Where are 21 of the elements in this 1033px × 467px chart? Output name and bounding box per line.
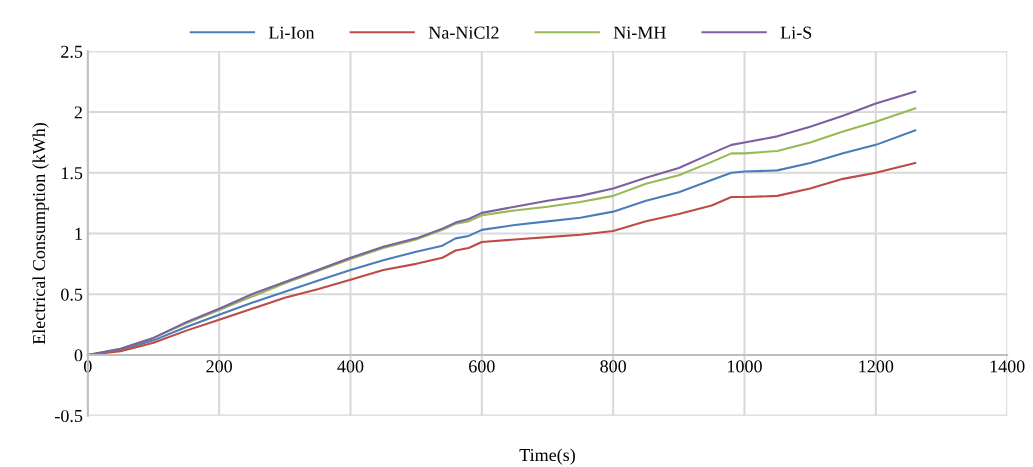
x-tick-label: 800: [600, 360, 627, 373]
x-axis-title: Time(s): [519, 448, 575, 465]
y-tick-label: 2: [74, 106, 82, 119]
x-tick-label: 1200: [859, 360, 894, 373]
y-axis-title: Electrical Consumption (kWh): [32, 122, 49, 345]
legend-label: Na-NiCl2: [428, 26, 499, 39]
y-tick-label: 1.5: [61, 167, 83, 180]
x-tick-label: 200: [206, 360, 232, 373]
x-tick-label: 0: [83, 360, 92, 373]
y-tick-label: -0.5: [55, 409, 83, 423]
x-tick-label: 1400: [990, 360, 1025, 373]
y-tick-label: 1: [75, 227, 82, 240]
x-tick-label: 1000: [728, 360, 762, 373]
x-tick-label: 600: [469, 360, 495, 373]
y-tick-label: 2.5: [61, 45, 83, 58]
legend-label: Li-S: [780, 26, 812, 39]
x-tick-label: 400: [337, 360, 364, 373]
y-tick-label: 0.5: [61, 288, 83, 301]
legend-label: Li-Ion: [268, 26, 315, 39]
legend-label: Ni-MH: [613, 26, 666, 39]
y-tick-label: 0: [74, 349, 83, 362]
